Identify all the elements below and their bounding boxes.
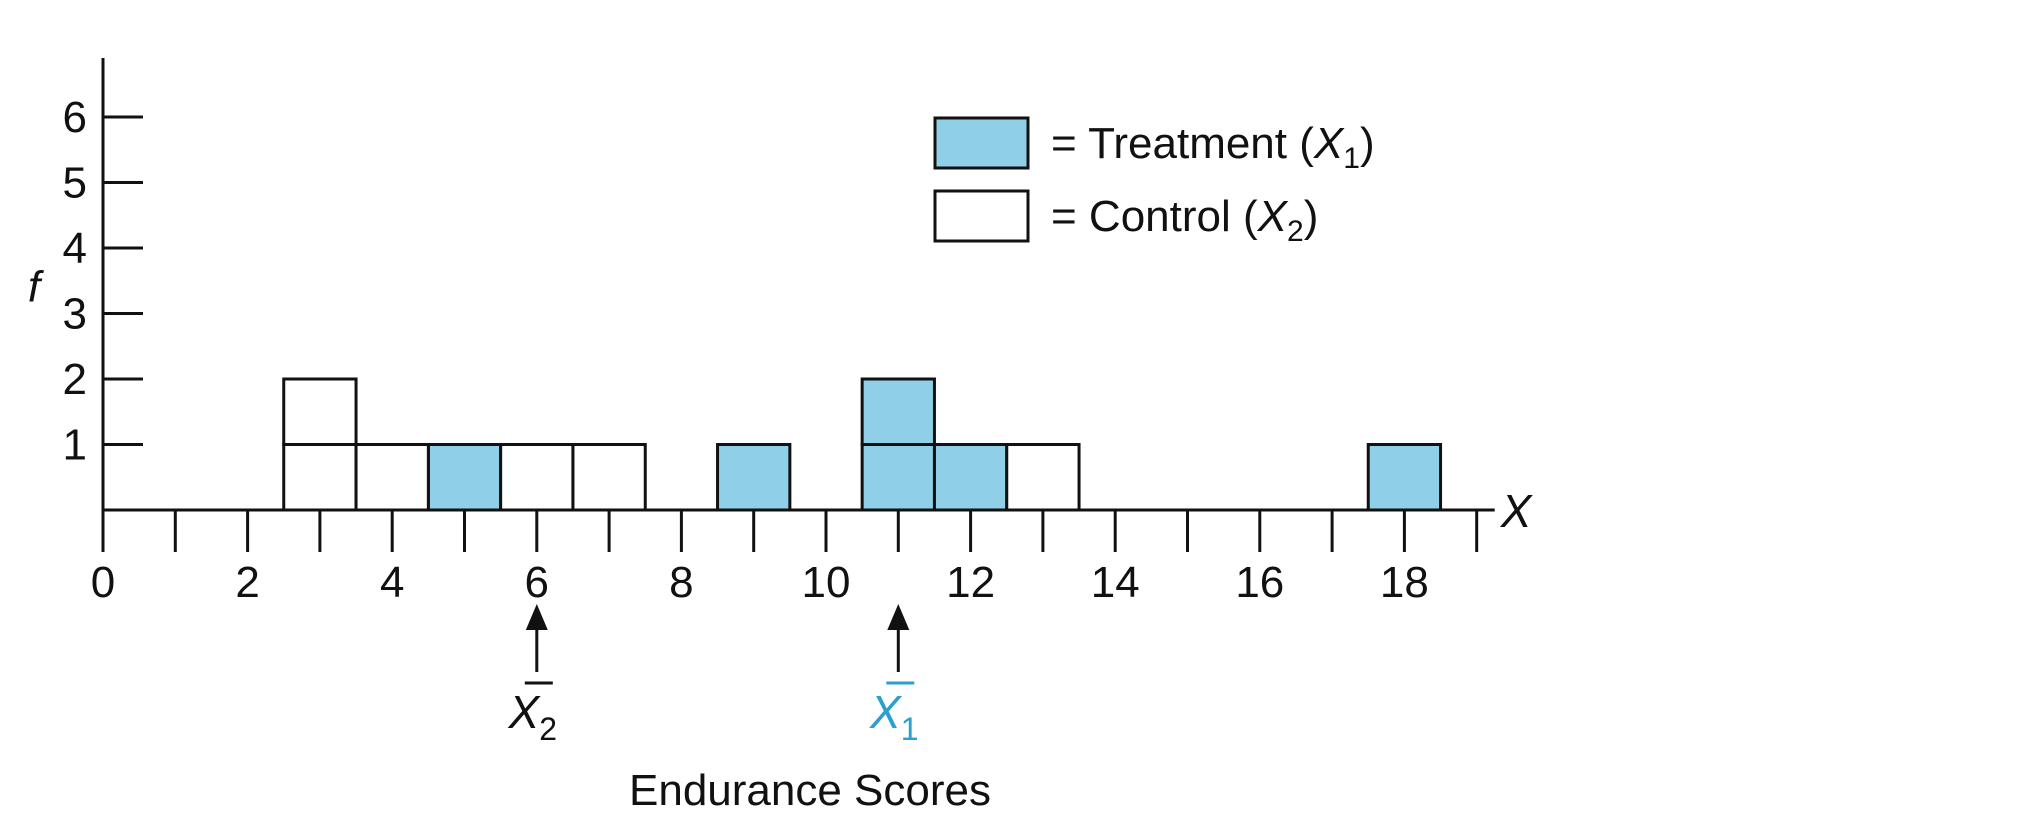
control-mean-arrow-head bbox=[525, 604, 548, 630]
treatment-bar-18-1 bbox=[1366, 443, 1443, 512]
treatment-mean-label: X1 bbox=[869, 686, 918, 747]
control-bar-7-1 bbox=[571, 443, 647, 512]
legend-control-swatch bbox=[933, 189, 1030, 243]
control-bar-13-1 bbox=[1005, 443, 1081, 512]
legend: = Treatment (X1) = Control (X2) bbox=[933, 116, 1375, 248]
x-axis-title: Endurance Scores bbox=[629, 766, 991, 815]
y-axis-title: f bbox=[28, 262, 45, 311]
treatment-bar-12-1 bbox=[932, 443, 1009, 512]
y-tick-label-2: 2 bbox=[63, 355, 87, 404]
bars-layer bbox=[282, 377, 1443, 512]
x-tick-label-6: 6 bbox=[525, 558, 549, 607]
mean-markers: X2 X1 bbox=[508, 604, 919, 747]
x-tick-label-4: 4 bbox=[380, 558, 404, 607]
control-bar-3-2 bbox=[282, 377, 358, 446]
treatment-bar-9-1 bbox=[716, 443, 792, 512]
x-tick-label-0: 0 bbox=[91, 558, 115, 607]
y-tick-label-6: 6 bbox=[63, 93, 87, 142]
y-tick-label-5: 5 bbox=[63, 159, 87, 208]
legend-treatment-swatch bbox=[933, 116, 1030, 170]
x-tick-label-18: 18 bbox=[1380, 558, 1429, 607]
control-bar-4-1 bbox=[354, 443, 430, 512]
legend-treatment-label: = Treatment (X1) bbox=[1051, 119, 1375, 175]
control-bar-6-1 bbox=[499, 443, 575, 512]
y-tick-label-3: 3 bbox=[63, 290, 87, 339]
treatment-bar-5-1 bbox=[426, 443, 503, 512]
control-mean-label: X2 bbox=[508, 686, 557, 747]
x-tick-label-16: 16 bbox=[1235, 558, 1284, 607]
treatment-bar-11-1 bbox=[860, 443, 936, 512]
treatment-bar-11-2 bbox=[860, 377, 936, 446]
x-tick-label-8: 8 bbox=[669, 558, 693, 607]
y-tick-label-4: 4 bbox=[63, 224, 87, 273]
legend-control-label: = Control (X2) bbox=[1051, 192, 1318, 248]
treatment-mean-arrow-head bbox=[887, 604, 910, 630]
x-tick-label-2: 2 bbox=[235, 558, 259, 607]
x-axis-end-label: X bbox=[1500, 485, 1534, 537]
x-tick-label-14: 14 bbox=[1091, 558, 1140, 607]
x-tick-label-12: 12 bbox=[946, 558, 995, 607]
x-tick-label-10: 10 bbox=[802, 558, 851, 607]
control-bar-3-1 bbox=[282, 443, 358, 512]
y-tick-label-1: 1 bbox=[63, 421, 87, 470]
